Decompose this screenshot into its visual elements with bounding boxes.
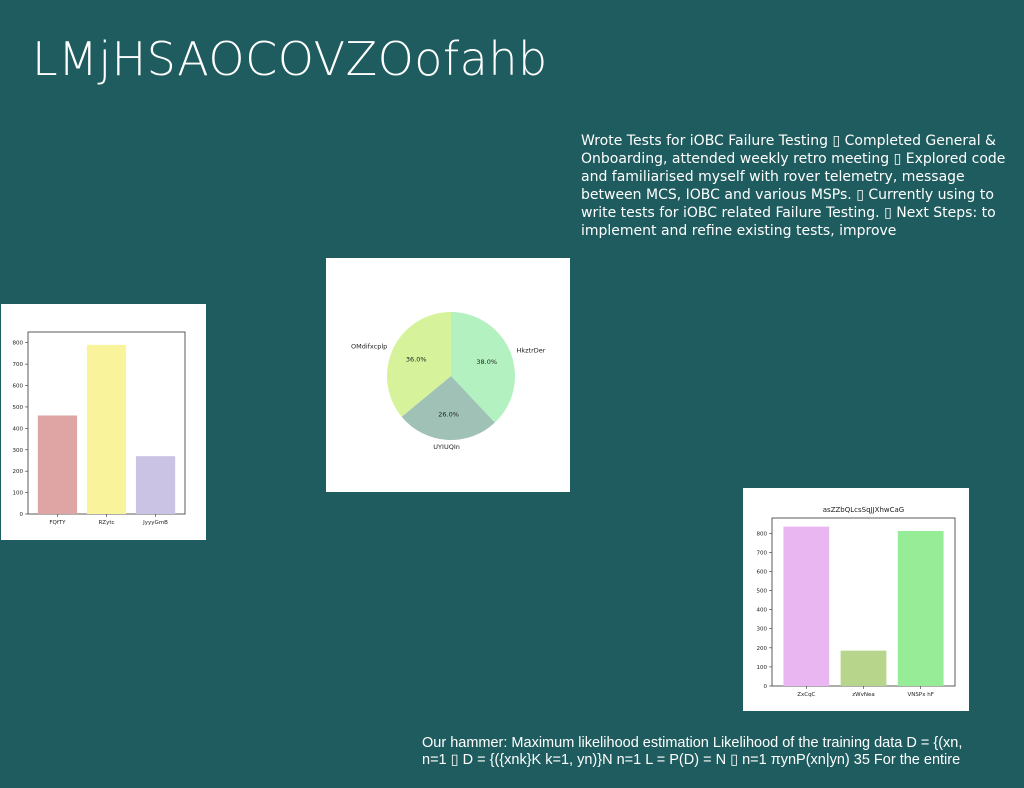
pie-chart-pct-label: 26.0%	[438, 410, 459, 418]
bar-chart-2-card: asZZbQLcsSqJJXhwCaG 0 100 200 300 400 500 600 70…	[743, 488, 969, 711]
bar-chart-1: 0 100 200 300 400 500 600 700 800 FQfTY RZytc JyyyG…	[13, 331, 186, 526]
bar-chart-1-ytick-label: 500	[13, 405, 24, 411]
bar-chart-2-ytick-label: 300	[757, 627, 768, 633]
bar-chart-2-bar	[897, 530, 944, 686]
formula-line-2: n=1 ▯ D = {({xnk}K k=1, yn)}N n=1 L = P(…	[422, 752, 961, 768]
bar-chart-1-ytick-label: 800	[13, 341, 24, 347]
bar-chart-2-ytick-label: 500	[757, 589, 768, 595]
bar-chart-1-ytick-label: 100	[13, 491, 24, 497]
bar-chart-1-xtick-label: FQfTY	[49, 520, 66, 526]
notes-text: Wrote Tests for iOBC Failure Testing ▯ C…	[581, 133, 1006, 239]
bar-chart-2-bar	[840, 650, 887, 686]
bar-chart-2-bar	[783, 526, 830, 686]
bar-chart-1-ytick-label: 600	[13, 384, 24, 390]
pie-chart-slice-label: HkztrDer	[516, 347, 545, 355]
bar-chart-2-xtick-label: VNSPx hF	[908, 692, 934, 698]
bar-chart-1-ytick-label: 0	[20, 512, 24, 518]
pie-chart-pct-label: 36.0%	[406, 356, 427, 364]
bar-chart-1-ytick-label: 700	[13, 362, 24, 368]
bar-chart-2-ytick-label: 400	[757, 608, 768, 614]
bar-chart-1-ytick-label: 300	[13, 448, 24, 454]
bar-chart-2-ytick-label: 700	[757, 550, 768, 556]
bar-chart-2-xtick-label: zWvNea	[852, 692, 874, 698]
pie-chart-pct-label: 38.0%	[476, 358, 497, 366]
bar-chart-1-xtick-label: RZytc	[98, 520, 114, 526]
bar-chart-2-ytick-label: 0	[764, 684, 768, 690]
bar-chart-2-ytick-label: 200	[757, 646, 768, 652]
pie-chart: 38.0% HkztrDer 26.0% UYIUQIn 36.0% OMdifxcplp	[351, 312, 546, 451]
bar-chart-2-ytick-label: 800	[757, 531, 768, 537]
pie-chart-slice-label: UYIUQIn	[433, 443, 460, 451]
pie-chart-slice	[387, 312, 451, 417]
bar-chart-1-xtick-label: JyyyGmB	[142, 520, 168, 526]
bar-chart-1-card: 0 100 200 300 400 500 600 700 800 FQfTY RZytc JyyyG…	[1, 304, 206, 540]
bar-chart-2-ytick-label: 600	[757, 569, 768, 575]
pie-chart-slice	[401, 376, 495, 440]
bar-chart-1-ytick-label: 200	[13, 469, 24, 475]
bar-chart-1-bar	[135, 456, 176, 514]
slide-title: LMjHSAOCOVZOofahb	[32, 32, 548, 86]
formula-text: Our hammer: Maximum likelihood estimatio…	[422, 735, 1022, 769]
bar-chart-2-ytick-label: 100	[757, 665, 768, 671]
pie-chart-slice	[451, 312, 515, 423]
bar-chart-1-bar	[37, 415, 78, 514]
bar-chart-1-ytick-label: 400	[13, 426, 24, 432]
pie-chart-slice-label: OMdifxcplp	[351, 343, 387, 351]
bar-chart-2: asZZbQLcsSqJJXhwCaG 0 100 200 300 400 500 600 70…	[757, 506, 956, 698]
formula-line-1: Our hammer: Maximum likelihood estimatio…	[422, 735, 963, 751]
bar-chart-1-bar	[86, 344, 127, 514]
bar-chart-2-xtick-label: ZxCqC	[797, 692, 815, 698]
bar-chart-2-title: asZZbQLcsSqJJXhwCaG	[823, 506, 904, 514]
pie-chart-card: 38.0% HkztrDer 26.0% UYIUQIn 36.0% OMdifxcplp	[326, 258, 570, 492]
